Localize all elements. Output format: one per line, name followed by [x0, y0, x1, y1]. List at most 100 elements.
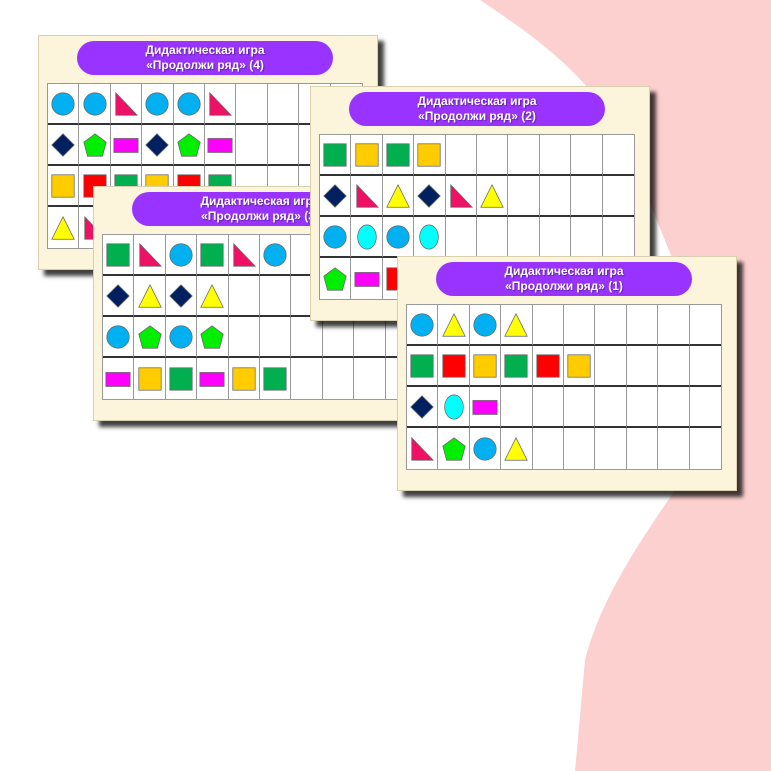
grid-cell[interactable]: [382, 217, 415, 258]
grid-cell[interactable]: [236, 84, 268, 125]
grid-cell[interactable]: [414, 217, 446, 258]
grid-cell[interactable]: [508, 135, 540, 176]
grid-cell[interactable]: [407, 346, 439, 387]
grid-cell[interactable]: [508, 176, 540, 217]
grid-cell[interactable]: [259, 276, 292, 317]
grid-cell[interactable]: [508, 217, 540, 258]
grid-cell[interactable]: [501, 305, 533, 346]
grid-cell[interactable]: [291, 317, 323, 358]
grid-cell[interactable]: [134, 276, 166, 317]
grid-cell[interactable]: [291, 358, 323, 399]
grid-cell[interactable]: [658, 387, 690, 428]
grid-cell[interactable]: [445, 176, 477, 217]
grid-cell[interactable]: [689, 305, 721, 346]
grid-cell[interactable]: [204, 84, 237, 125]
grid-cell[interactable]: [438, 346, 470, 387]
grid-cell[interactable]: [354, 317, 386, 358]
grid-cell[interactable]: [110, 84, 143, 125]
grid-cell[interactable]: [689, 346, 721, 387]
grid-cell[interactable]: [142, 125, 174, 166]
grid-cell[interactable]: [501, 428, 533, 469]
grid-cell[interactable]: [229, 358, 260, 399]
grid-cell[interactable]: [602, 176, 634, 217]
grid-cell[interactable]: [571, 135, 603, 176]
grid-cell[interactable]: [595, 387, 627, 428]
grid-cell[interactable]: [414, 135, 446, 176]
grid-cell[interactable]: [602, 217, 634, 258]
grid-cell[interactable]: [438, 305, 470, 346]
grid-cell[interactable]: [382, 176, 415, 217]
grid-cell[interactable]: [236, 125, 268, 166]
grid-cell[interactable]: [320, 258, 352, 299]
grid-cell[interactable]: [322, 317, 355, 358]
grid-cell[interactable]: [532, 387, 564, 428]
grid-cell[interactable]: [658, 346, 690, 387]
grid-cell[interactable]: [626, 305, 659, 346]
grid-cell[interactable]: [351, 258, 383, 299]
grid-cell[interactable]: [267, 125, 300, 166]
grid-cell[interactable]: [476, 135, 509, 176]
grid-cell[interactable]: [228, 276, 260, 317]
grid-cell[interactable]: [690, 428, 721, 469]
grid-cell[interactable]: [438, 428, 470, 469]
grid-cell[interactable]: [165, 317, 198, 358]
grid-cell[interactable]: [533, 428, 564, 469]
grid-cell[interactable]: [259, 235, 292, 276]
grid-cell[interactable]: [469, 346, 502, 387]
grid-cell[interactable]: [595, 428, 627, 469]
grid-cell[interactable]: [539, 135, 572, 176]
grid-cell[interactable]: [595, 346, 627, 387]
grid-cell[interactable]: [407, 387, 439, 428]
grid-cell[interactable]: [204, 125, 237, 166]
grid-cell[interactable]: [407, 305, 439, 346]
grid-cell[interactable]: [166, 358, 198, 399]
grid-cell[interactable]: [48, 125, 80, 166]
grid-cell[interactable]: [539, 176, 572, 217]
grid-cell[interactable]: [563, 346, 596, 387]
grid-cell[interactable]: [689, 387, 721, 428]
grid-cell[interactable]: [476, 176, 509, 217]
grid-cell[interactable]: [267, 84, 300, 125]
grid-cell[interactable]: [103, 317, 135, 358]
grid-cell[interactable]: [134, 358, 166, 399]
grid-cell[interactable]: [260, 358, 292, 399]
grid-cell[interactable]: [532, 305, 564, 346]
grid-cell[interactable]: [48, 166, 80, 207]
grid-cell[interactable]: [627, 428, 659, 469]
grid-cell[interactable]: [469, 305, 502, 346]
grid-cell[interactable]: [469, 387, 502, 428]
grid-cell[interactable]: [110, 125, 143, 166]
grid-cell[interactable]: [142, 84, 174, 125]
grid-cell[interactable]: [197, 317, 229, 358]
grid-cell[interactable]: [323, 358, 355, 399]
grid-cell[interactable]: [320, 135, 352, 176]
grid-cell[interactable]: [382, 135, 415, 176]
grid-cell[interactable]: [445, 135, 477, 176]
grid-cell[interactable]: [571, 217, 603, 258]
grid-cell[interactable]: [658, 428, 690, 469]
grid-cell[interactable]: [626, 387, 659, 428]
grid-cell[interactable]: [602, 135, 634, 176]
grid-cell[interactable]: [79, 125, 111, 166]
grid-cell[interactable]: [351, 217, 383, 258]
grid-cell[interactable]: [228, 235, 260, 276]
grid-cell[interactable]: [501, 387, 533, 428]
grid-cell[interactable]: [173, 84, 205, 125]
grid-cell[interactable]: [501, 346, 533, 387]
grid-cell[interactable]: [103, 276, 135, 317]
grid-cell[interactable]: [48, 207, 80, 248]
grid-cell[interactable]: [351, 176, 383, 217]
grid-cell[interactable]: [564, 428, 596, 469]
grid-cell[interactable]: [165, 235, 198, 276]
grid-cell[interactable]: [438, 387, 470, 428]
grid-cell[interactable]: [197, 276, 229, 317]
grid-cell[interactable]: [228, 317, 260, 358]
grid-cell[interactable]: [320, 176, 352, 217]
grid-cell[interactable]: [103, 358, 135, 399]
grid-cell[interactable]: [134, 235, 166, 276]
grid-cell[interactable]: [173, 125, 205, 166]
grid-cell[interactable]: [134, 317, 166, 358]
grid-cell[interactable]: [539, 217, 572, 258]
grid-cell[interactable]: [532, 346, 564, 387]
grid-cell[interactable]: [79, 84, 111, 125]
